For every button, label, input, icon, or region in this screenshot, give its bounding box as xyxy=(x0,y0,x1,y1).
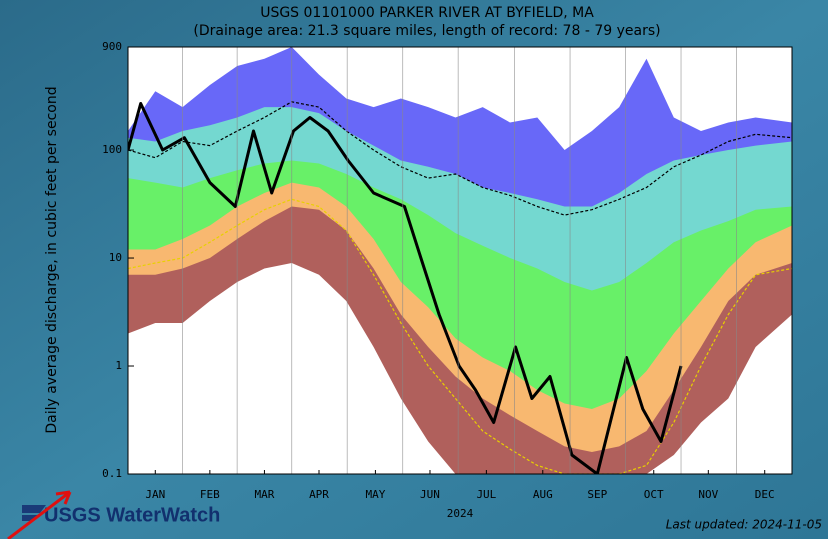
x-tick-label: MAY xyxy=(365,488,385,501)
y-tick-label: 10 xyxy=(109,251,122,264)
x-tick-label: APR xyxy=(309,488,329,501)
x-tick-label: OCT xyxy=(644,488,664,501)
flow-line xyxy=(128,102,683,474)
x-tick-label: SEP xyxy=(587,488,607,501)
y-tick-label: 0.1 xyxy=(102,467,122,480)
y-tick-label: 900 xyxy=(102,40,122,53)
dashed-line xyxy=(128,198,792,474)
last-updated: Last updated: 2024-11-05 xyxy=(666,518,822,532)
x-tick-label: AUG xyxy=(533,488,553,501)
band-area xyxy=(128,263,792,474)
plot-frame xyxy=(127,46,793,475)
axis-layer: 0.1 1 10 100 900 JAN FEB MAR APR MAY JUN JUL AUG SEP O… xyxy=(102,40,775,501)
y-axis-label: Daily average discharge, in cubic feet p… xyxy=(44,86,60,433)
plot-layer xyxy=(128,47,792,474)
chart-title: USGS 01101000 PARKER RIVER AT BYFIELD, M… xyxy=(260,5,594,21)
logo-icon xyxy=(22,505,46,521)
x-tick-label: NOV xyxy=(698,488,718,501)
x-tick-label: JUL xyxy=(476,488,496,501)
brand: USGS WaterWatch xyxy=(44,504,220,526)
pointer-arrow xyxy=(7,490,72,539)
chart-subtitle: (Drainage area: 21.3 square miles, lengt… xyxy=(193,23,660,39)
x-tick-label: MAR xyxy=(255,488,275,501)
x-tick-label: JAN xyxy=(145,488,165,501)
y-tick-label: 1 xyxy=(115,359,122,372)
logo: USGS WaterWatch xyxy=(22,504,220,526)
x-tick-label: FEB xyxy=(200,488,220,501)
dashed-line xyxy=(128,101,792,216)
x-axis-label: 2024 xyxy=(447,507,474,520)
x-tick-label: JUN xyxy=(420,488,440,501)
y-tick-label: 100 xyxy=(102,143,122,156)
x-tick-label: DEC xyxy=(755,488,775,501)
